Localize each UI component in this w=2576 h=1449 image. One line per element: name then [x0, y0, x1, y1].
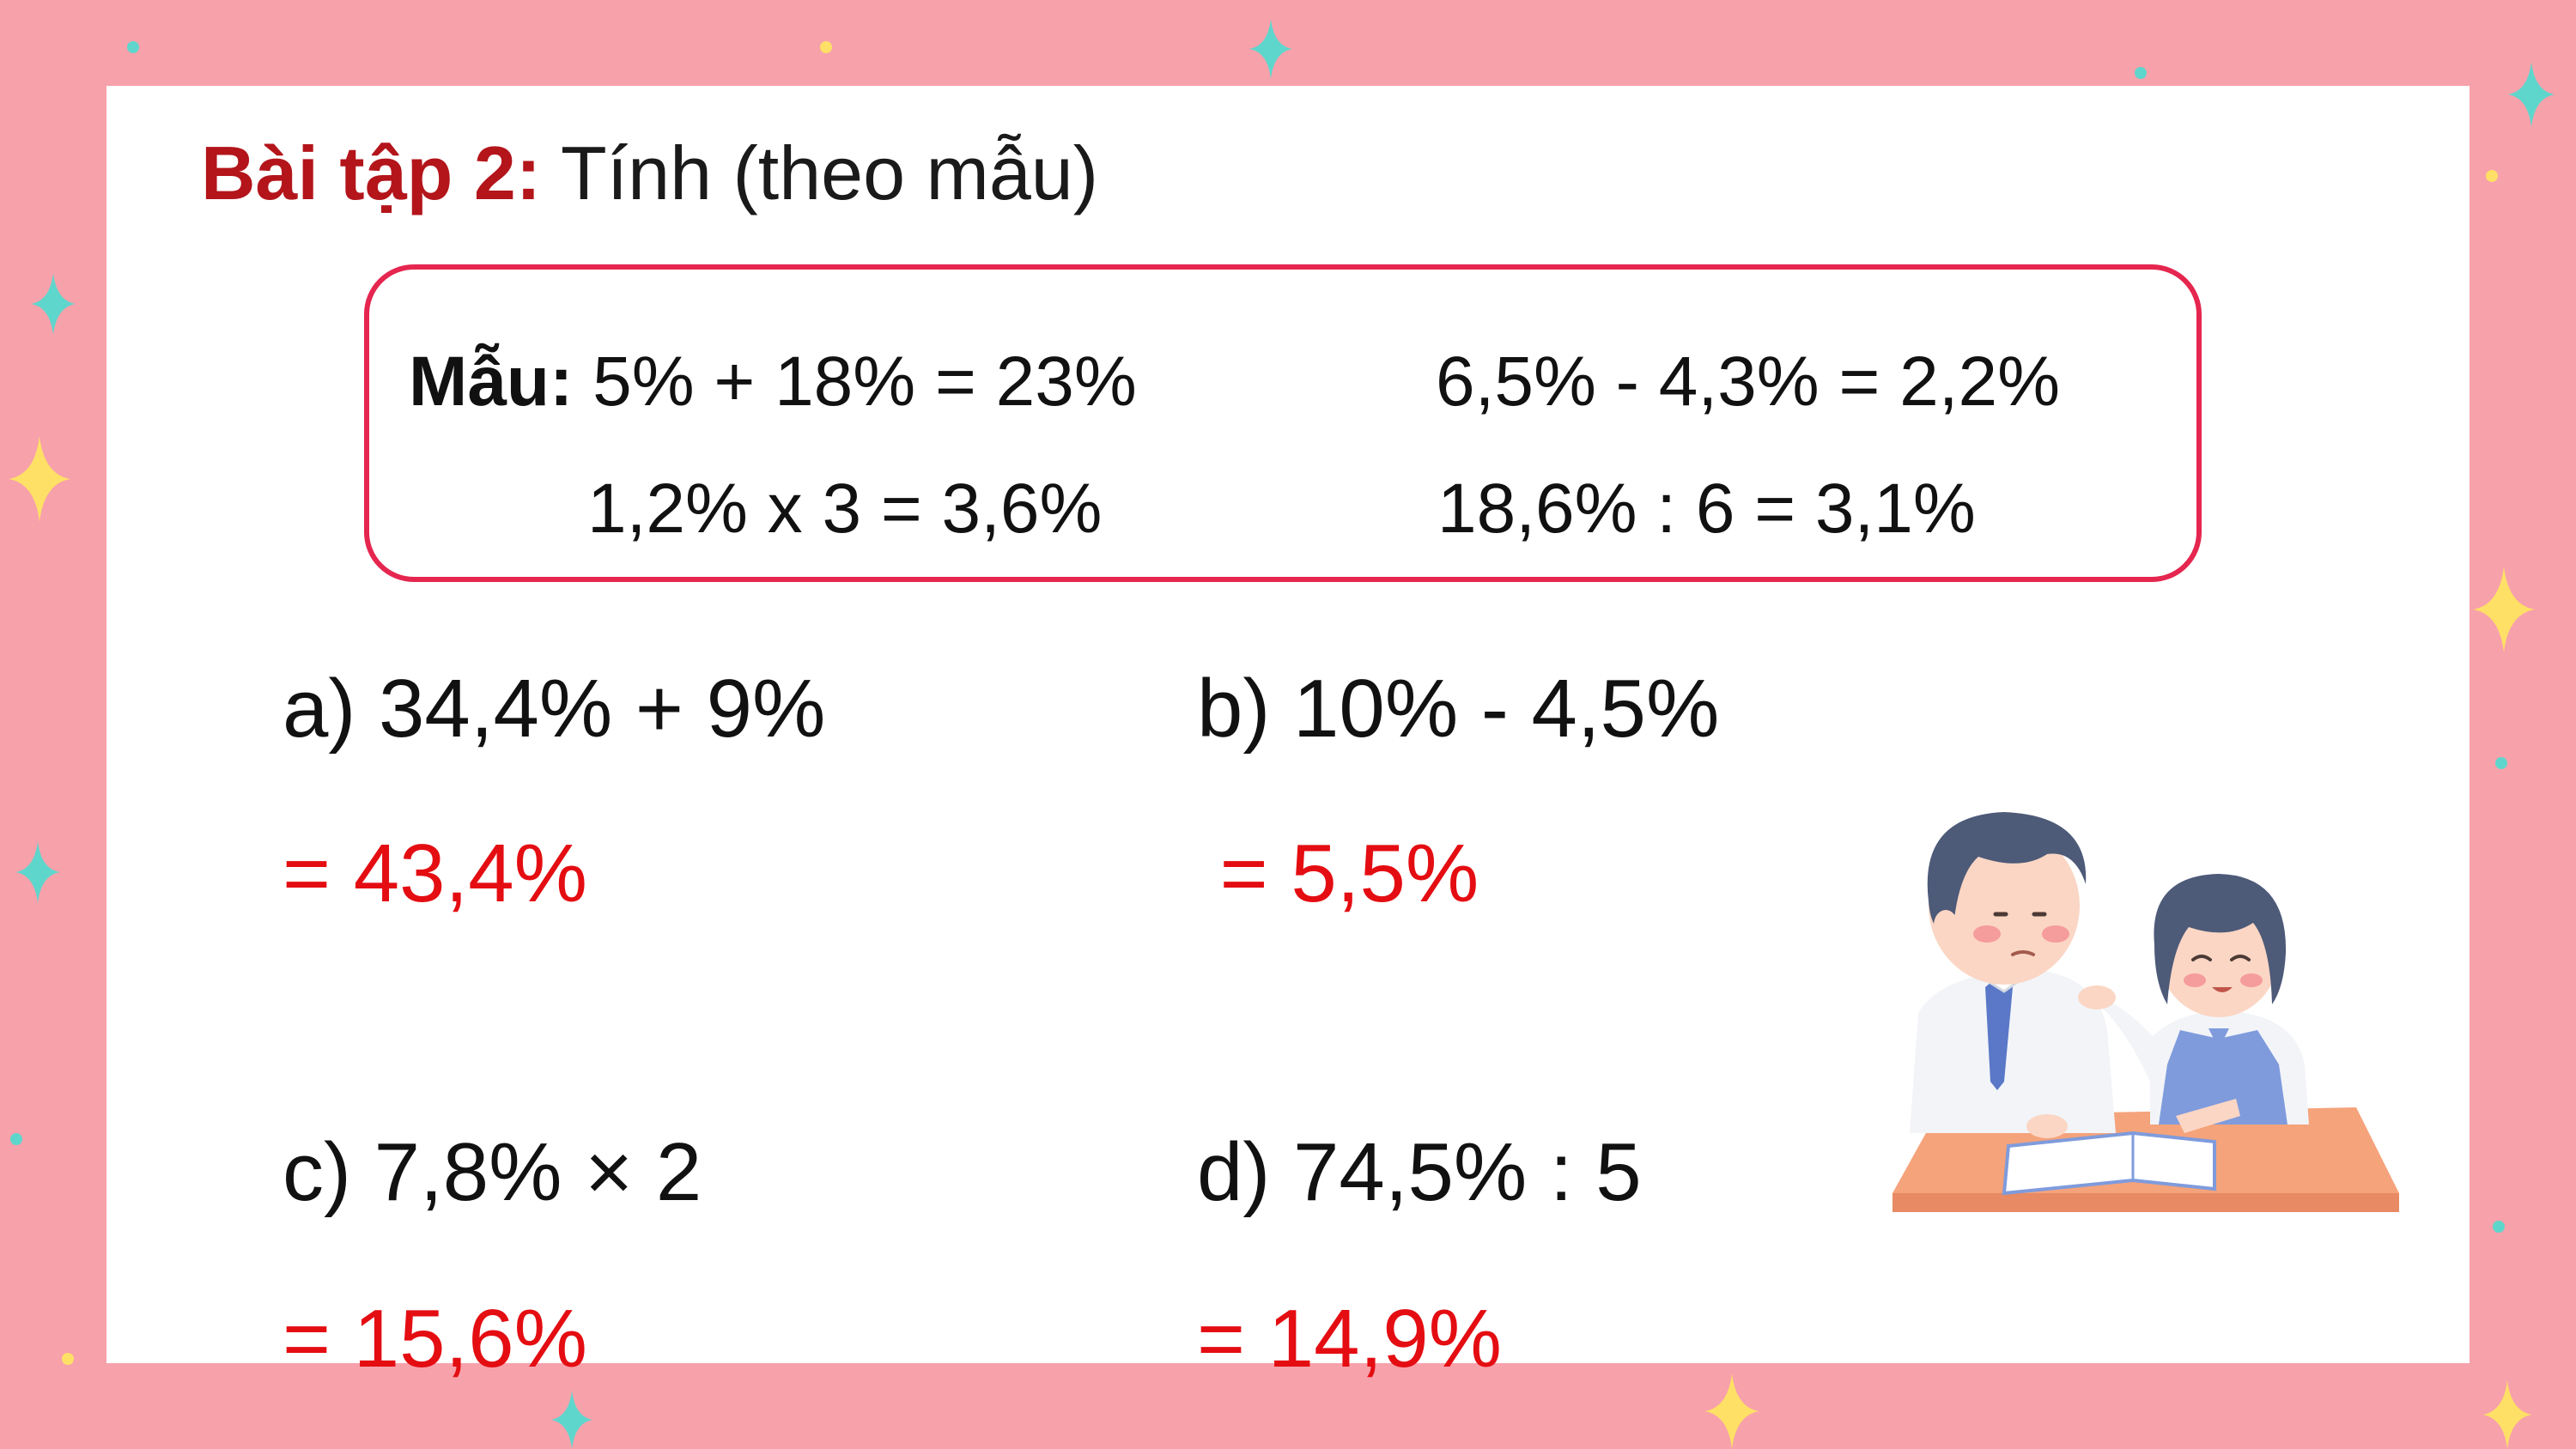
content-card: Bài tập 2: Tính (theo mẫu) Mẫu: 5% + 18%…: [106, 86, 2470, 1380]
answer-c: = 15,6%: [283, 1293, 587, 1385]
sparkle-icon: [550, 1391, 593, 1449]
answer-d: = 14,9%: [1197, 1293, 1502, 1385]
answer-a: = 43,4%: [283, 828, 587, 919]
dot-decoration: [10, 1133, 22, 1145]
sparkle-icon: [15, 841, 60, 903]
exercise-instruction: Tính (theo mẫu): [560, 130, 1099, 215]
exercise-number: Bài tập 2:: [201, 130, 542, 215]
problem-c: c) 7,8% × 2: [283, 1126, 702, 1218]
dot-decoration: [2135, 67, 2147, 79]
example-box: [364, 264, 2202, 582]
problem-d: d) 74,5% : 5: [1197, 1126, 1642, 1218]
sparkle-icon: [9, 436, 70, 522]
problem-a: a) 34,4% + 9%: [283, 663, 826, 755]
problem-b: b) 10% - 4,5%: [1197, 663, 1720, 755]
exercise-title: Bài tập 2: Tính (theo mẫu): [201, 136, 1098, 211]
example-item-4: 18,6% : 6 = 3,1%: [1437, 470, 1976, 548]
example-label: Mẫu:: [409, 343, 574, 421]
dot-decoration: [2493, 1221, 2505, 1233]
sparkle-icon: [2473, 567, 2535, 652]
students-reading-illustration: [1893, 812, 2399, 1212]
sparkle-icon: [31, 273, 76, 335]
sparkle-icon: [2482, 1380, 2532, 1449]
example-item-1: Mẫu: 5% + 18% = 23%: [409, 347, 1137, 417]
dot-decoration: [820, 41, 832, 53]
dot-decoration: [62, 1353, 74, 1365]
example-item-3: 1,2% x 3 = 3,6%: [587, 470, 1103, 548]
sparkle-icon: [1249, 19, 1292, 79]
example-item-2: 6,5% - 4,3% = 2,2%: [1436, 343, 2061, 421]
answer-b: = 5,5%: [1197, 828, 1479, 919]
dot-decoration: [2495, 757, 2507, 769]
sparkle-icon: [2507, 62, 2555, 127]
example-expression: 5% + 18% = 23%: [592, 343, 1137, 421]
dot-decoration: [127, 41, 139, 53]
sparkle-icon: [1704, 1373, 1759, 1449]
dot-decoration: [2486, 170, 2498, 182]
